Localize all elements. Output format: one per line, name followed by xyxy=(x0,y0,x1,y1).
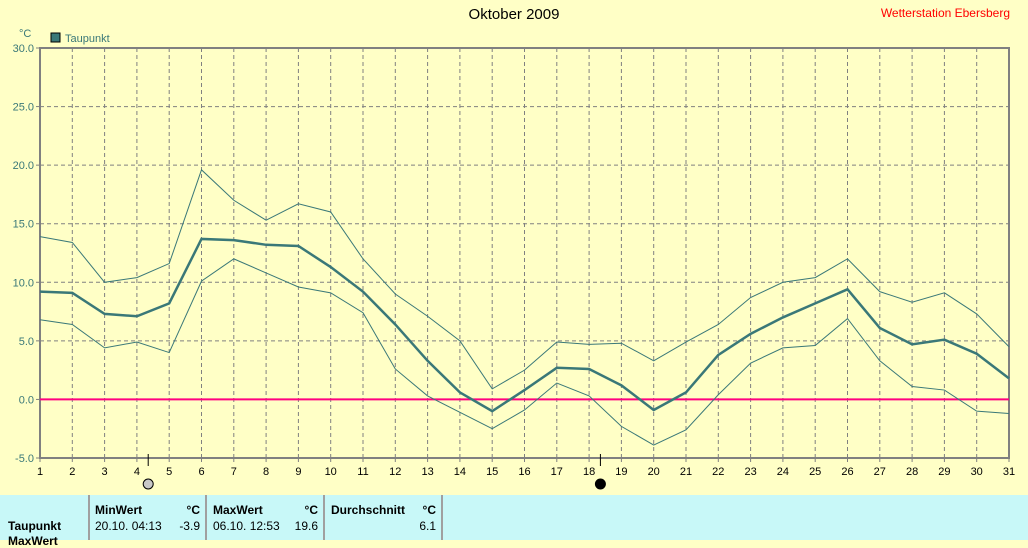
x-tick-label: 14 xyxy=(454,466,466,478)
x-tick-label: 7 xyxy=(231,466,237,478)
y-tick-label: 25.0 xyxy=(13,102,34,114)
x-tick-label: 13 xyxy=(421,466,433,478)
x-tick-label: 16 xyxy=(518,466,530,478)
avg-unit: °C xyxy=(422,503,436,517)
x-tick-label: 1 xyxy=(37,466,43,478)
avg-value: 6.1 xyxy=(419,519,436,533)
x-tick-label: 9 xyxy=(295,466,301,478)
full-moon-icon xyxy=(142,478,154,490)
x-tick-label: 29 xyxy=(938,466,950,478)
x-tick-label: 15 xyxy=(486,466,498,478)
max-column: MaxWert °C 06.10. 12:53 19.6 xyxy=(205,495,323,540)
series-line-max xyxy=(39,168,1010,390)
max-unit: °C xyxy=(304,503,318,517)
x-tick-label: 24 xyxy=(777,466,789,478)
series-line-min xyxy=(39,258,1010,446)
column-divider xyxy=(441,495,444,540)
x-tick-label: 21 xyxy=(680,466,692,478)
y-tick-label: -5.0 xyxy=(15,453,34,465)
y-tick-label: 15.0 xyxy=(13,219,34,231)
chart-title: Oktober 2009 xyxy=(468,6,560,23)
x-tick-label: 3 xyxy=(102,466,108,478)
min-unit: °C xyxy=(186,503,200,517)
row-label-2: MaxWert xyxy=(8,534,58,548)
new-moon-icon xyxy=(594,478,606,490)
y-tick-label: 20.0 xyxy=(13,160,34,172)
min-header: MinWert xyxy=(95,503,143,517)
x-tick-label: 23 xyxy=(744,466,756,478)
min-time: 20.10. 04:13 xyxy=(95,519,162,533)
max-header: MaxWert xyxy=(213,503,263,517)
max-time: 06.10. 12:53 xyxy=(213,519,280,533)
x-tick-label: 22 xyxy=(712,466,724,478)
y-axis-unit: °C xyxy=(19,28,31,40)
x-tick-label: 25 xyxy=(809,466,821,478)
y-tick-label: 5.0 xyxy=(19,336,34,348)
x-tick-label: 19 xyxy=(615,466,627,478)
y-tick-label: 30.0 xyxy=(13,43,34,55)
plot-frame xyxy=(39,47,1010,459)
x-tick-label: 30 xyxy=(971,466,983,478)
x-tick-label: 20 xyxy=(648,466,660,478)
y-tick-label: 0.0 xyxy=(19,394,34,406)
x-tick-label: 5 xyxy=(166,466,172,478)
stats-table: Taupunkt MaxWert MinWert °C 20.10. 04:13… xyxy=(0,495,1028,548)
x-tick-label: 28 xyxy=(906,466,918,478)
station-name: Wetterstation Ebersberg xyxy=(880,6,1010,20)
max-value: 19.6 xyxy=(294,519,318,533)
min-column: MinWert °C 20.10. 04:13 -3.9 xyxy=(88,495,205,540)
x-tick-label: 6 xyxy=(198,466,204,478)
x-tick-label: 26 xyxy=(841,466,853,478)
y-tick-label: 10.0 xyxy=(13,277,34,289)
legend-swatch xyxy=(50,32,61,43)
min-value: -3.9 xyxy=(179,519,200,533)
x-tick-label: 11 xyxy=(357,466,368,478)
x-tick-label: 4 xyxy=(134,466,140,478)
legend-label: Taupunkt xyxy=(65,33,110,45)
x-tick-label: 2 xyxy=(69,466,75,478)
x-tick-label: 18 xyxy=(583,466,595,478)
x-tick-label: 8 xyxy=(263,466,269,478)
series-line-taupunkt xyxy=(39,237,1010,413)
x-tick-label: 27 xyxy=(874,466,886,478)
chart: 1 2 3 4 5 6 7 8 9 10 11 12 13 14 15 16 17 18 19 20 21 22 23 24 2… xyxy=(13,28,1015,490)
x-tick-label: 17 xyxy=(551,466,563,478)
avg-column: Durchschnitt °C 6.1 xyxy=(323,495,441,540)
avg-header: Durchschnitt xyxy=(331,503,406,517)
row-label: Taupunkt xyxy=(8,519,62,533)
x-tick-label: 31 xyxy=(1003,466,1015,478)
x-tick-label: 10 xyxy=(325,466,337,478)
x-tick-label: 12 xyxy=(389,466,401,478)
